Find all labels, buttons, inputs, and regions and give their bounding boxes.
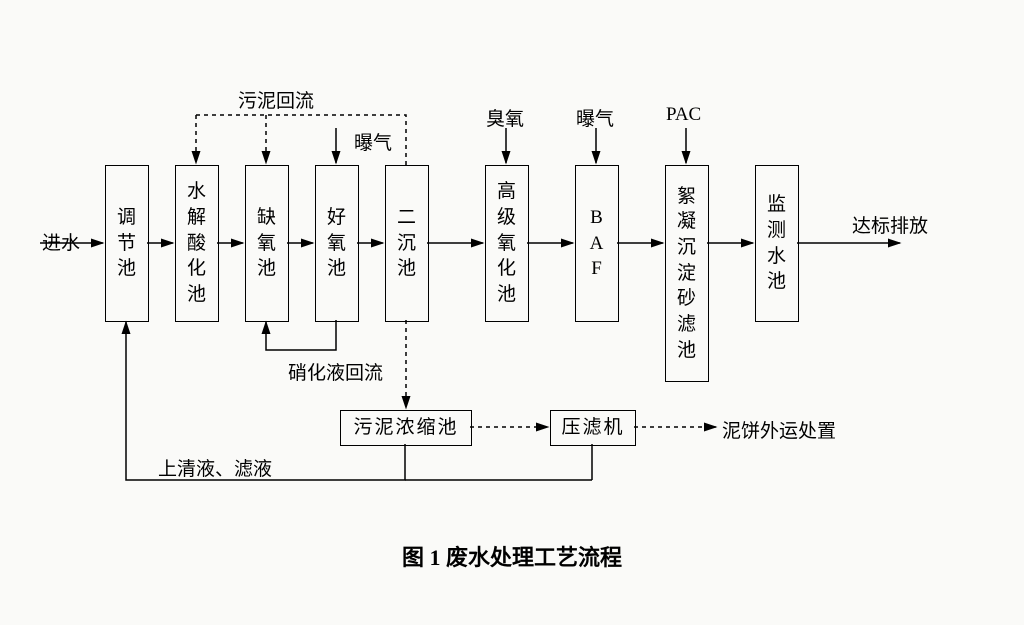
node-aerobic-tank: 好氧池 [315, 165, 359, 322]
node-adjust-tank: 调节池 [105, 165, 149, 322]
label-sludge-return: 污泥回流 [238, 86, 314, 113]
label-aeration: 曝气 [354, 128, 392, 155]
label-aeration2: 曝气 [576, 104, 614, 131]
label-ozone: 臭氧 [486, 104, 524, 131]
node-secondary-settle: 二沉池 [385, 165, 429, 322]
node-filter-press: 压滤机 [550, 410, 636, 446]
node-hydrolysis-tank: 水解酸化池 [175, 165, 219, 322]
figure-caption: 图 1 废水处理工艺流程 [0, 540, 1024, 572]
label-pac: PAC [666, 104, 701, 126]
label-inlet: 进水 [42, 228, 80, 255]
label-nitr-return: 硝化液回流 [288, 358, 383, 385]
node-flocculation: 絮凝沉淀砂滤池 [665, 165, 709, 382]
node-monitor-tank: 监测水池 [755, 165, 799, 322]
node-baf: BAF [575, 165, 619, 322]
label-outlet: 达标排放 [852, 215, 928, 240]
node-anoxic-tank: 缺氧池 [245, 165, 289, 322]
label-clear-liquid: 上清液、滤液 [158, 454, 272, 481]
label-cake-out: 泥饼外运处置 [722, 416, 836, 443]
node-sludge-thicken: 污泥浓缩池 [340, 410, 472, 446]
node-advanced-oxidation: 高级氧化池 [485, 165, 529, 322]
